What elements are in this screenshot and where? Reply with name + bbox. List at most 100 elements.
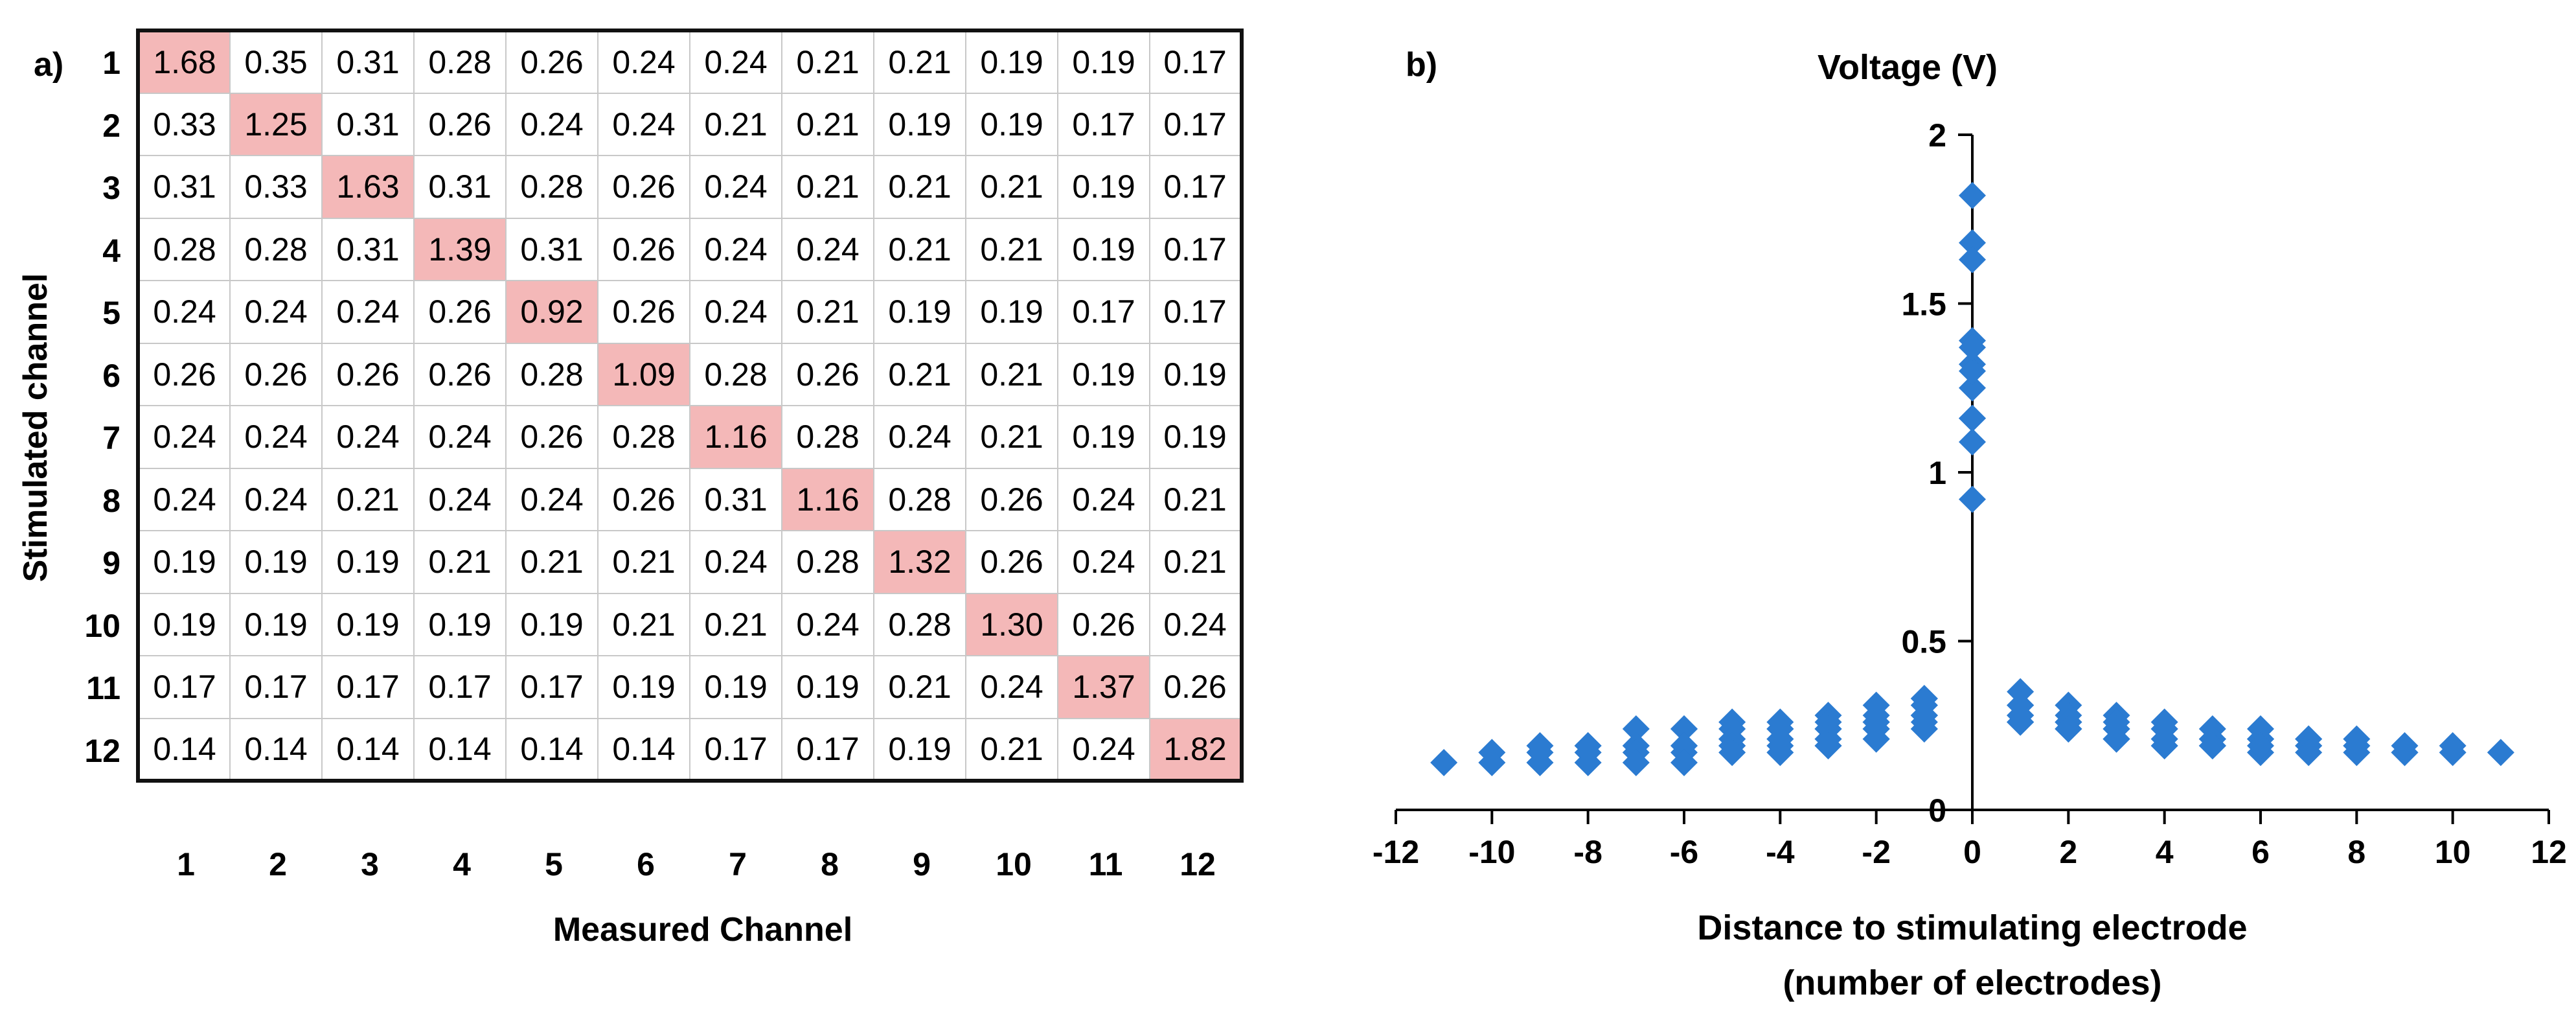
matrix-cell: 0.26 — [597, 217, 690, 281]
matrix-column-label: 12 — [1180, 846, 1216, 882]
matrix-cell: 0.14 — [597, 717, 690, 781]
y-tick-label: 2 — [1928, 117, 1946, 154]
data-point — [1862, 702, 1890, 730]
matrix-cell: 0.21 — [597, 592, 690, 656]
data-point — [1814, 715, 1842, 743]
matrix-cell: 0.31 — [321, 217, 415, 281]
matrix-cell: 0.17 — [1149, 155, 1242, 219]
matrix-cell: 0.19 — [505, 592, 598, 656]
matrix-cell: 0.26 — [413, 280, 507, 344]
matrix-cell: 0.26 — [781, 342, 874, 406]
matrix-cell: 0.26 — [137, 342, 231, 406]
data-point — [2103, 725, 2130, 753]
matrix-column-label: 5 — [545, 846, 563, 882]
y-tick-label: 0.5 — [1901, 624, 1946, 660]
matrix-cell: 0.19 — [321, 592, 415, 656]
matrix-cell: 0.19 — [137, 530, 231, 594]
x-tick-label: 8 — [2347, 834, 2365, 870]
matrix-row: 0.33 1.25 0.31 0.26 0.24 0.24 0.21 0.21 0.19 0.19… — [137, 92, 1242, 156]
matrix-cell: 0.26 — [413, 92, 507, 156]
matrix-row: 0.28 0.28 0.31 1.39 0.31 0.26 0.24 0.24 0.21 0.21… — [137, 217, 1242, 281]
matrix-cell: 0.28 — [229, 217, 323, 281]
matrix-cell-diagonal: 1.16 — [781, 467, 874, 531]
matrix-row-label: 8 — [102, 482, 120, 519]
data-point — [2343, 732, 2371, 760]
data-point — [2247, 725, 2274, 753]
matrix-column-label: 6 — [637, 846, 655, 882]
matrix-cell: 0.28 — [505, 342, 598, 406]
matrix-cell: 0.24 — [321, 405, 415, 469]
data-point — [1959, 428, 1986, 456]
data-point — [1959, 485, 1986, 513]
data-point — [1766, 725, 1794, 753]
data-point — [1910, 702, 1938, 730]
data-point — [1862, 725, 1890, 753]
data-point — [1910, 715, 1938, 743]
data-point — [1622, 715, 1650, 743]
data-point — [2007, 678, 2035, 706]
x-tick-label: -2 — [1862, 834, 1890, 870]
data-point — [1670, 732, 1698, 760]
data-point — [2007, 708, 2035, 736]
data-point — [1814, 725, 1842, 753]
matrix-cell-diagonal: 1.82 — [1149, 717, 1242, 781]
data-point — [2439, 732, 2467, 760]
data-point — [1766, 715, 1794, 743]
matrix-cell: 0.26 — [1057, 592, 1150, 656]
data-point — [1766, 715, 1794, 743]
data-point — [1910, 691, 1938, 719]
matrix-cell: 0.14 — [413, 717, 507, 781]
data-point — [2247, 725, 2274, 753]
data-point — [2198, 732, 2226, 760]
matrix-column-label: 1 — [177, 846, 195, 882]
data-point — [2391, 739, 2419, 766]
matrix-cell: 0.17 — [1149, 280, 1242, 344]
data-point — [1910, 702, 1938, 730]
matrix-cell: 0.19 — [965, 30, 1058, 94]
data-point — [1910, 708, 1938, 736]
matrix-cell: 0.14 — [229, 717, 323, 781]
matrix-cell: 0.28 — [781, 530, 874, 594]
matrix-cell: 0.24 — [137, 467, 231, 531]
x-tick-label: -12 — [1373, 834, 1419, 870]
matrix-cell: 0.31 — [321, 30, 415, 94]
matrix-cell: 0.28 — [137, 217, 231, 281]
data-point — [2198, 725, 2226, 753]
matrix-cell: 0.24 — [1057, 467, 1150, 531]
data-point — [2150, 725, 2178, 753]
y-tick-label: 1 — [1928, 455, 1946, 491]
data-point — [1959, 351, 1986, 378]
matrix-cell: 0.19 — [1149, 342, 1242, 406]
data-point — [2150, 715, 2178, 743]
data-point — [2295, 725, 2323, 753]
data-point — [2150, 708, 2178, 736]
data-point — [1910, 702, 1938, 730]
data-point — [1622, 732, 1650, 760]
matrix-cell: 0.19 — [597, 655, 690, 719]
matrix-cell-diagonal: 1.68 — [137, 30, 231, 94]
matrix-row-label: 4 — [102, 232, 120, 269]
matrix-row: 0.14 0.14 0.14 0.14 0.14 0.14 0.17 0.17 0.19 0.21… — [137, 717, 1242, 781]
matrix-cell: 0.17 — [689, 717, 782, 781]
matrix-row: 0.19 0.19 0.19 0.19 0.19 0.21 0.21 0.24 0.28 1.30… — [137, 592, 1242, 656]
data-point — [2007, 702, 2035, 730]
matrix-cell: 0.28 — [689, 342, 782, 406]
matrix-cell: 0.31 — [413, 155, 507, 219]
data-point — [1959, 327, 1986, 354]
data-point — [1862, 708, 1890, 736]
matrix-cell: 0.19 — [965, 280, 1058, 344]
data-point — [2055, 708, 2082, 736]
matrix-cell: 0.28 — [873, 592, 966, 656]
data-point — [1766, 708, 1794, 736]
matrix-cell: 0.21 — [413, 530, 507, 594]
matrix-cell: 0.19 — [965, 92, 1058, 156]
data-point — [1959, 246, 1986, 273]
scatter-x-axis-label-line2: (number of electrodes) — [1783, 963, 2161, 1002]
data-point — [1910, 685, 1938, 713]
data-point — [2055, 708, 2082, 736]
matrix-cell: 0.24 — [597, 92, 690, 156]
matrix-cell: 0.21 — [781, 280, 874, 344]
matrix-cell: 0.14 — [505, 717, 598, 781]
y-tick-label: 1.5 — [1901, 286, 1946, 323]
data-point — [1862, 715, 1890, 743]
